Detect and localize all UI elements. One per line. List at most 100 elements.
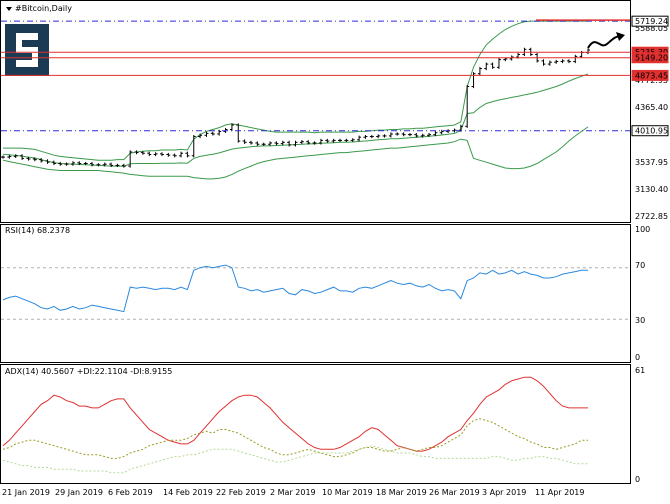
adx-tick: 0 [635,475,640,484]
price-bar [586,48,590,55]
price-bar [287,140,292,147]
price-bar [369,134,374,139]
price-bar [306,140,311,145]
price-bar [185,151,190,158]
price-bar [166,152,171,157]
time-label: 29 Jan 2019 [55,488,103,497]
price-level-tag [631,52,669,64]
time-label: 21 Jan 2019 [2,488,50,497]
price-tick: 4365.40 [635,103,668,112]
price-bar [102,162,107,167]
price-bar [90,161,95,167]
price-tick: 5588.05 [635,24,668,33]
price-bar [64,162,69,166]
time-axis[interactable]: 21 Jan 2019 29 Jan 2019 6 Feb 2019 14 Fe… [2,488,584,497]
price-bar [39,158,44,163]
time-label: 18 Mar 2019 [376,488,427,497]
price-bar [338,138,343,143]
price-bar [83,161,88,166]
price-bar [331,138,336,143]
rsi-plot [1,264,630,320]
price-level-tag [631,125,669,137]
time-label: 6 Feb 2019 [108,488,153,497]
price-bar [128,150,133,168]
chevron-down-icon[interactable] [6,7,12,11]
price-bar [179,151,184,158]
price-bar [376,134,381,139]
rsi-line [2,264,588,313]
adx-line [2,376,588,452]
adx-label: ADX(14) 40.5607 +DI:22.1104 -DI:8.9155 [5,367,172,376]
price-bar [255,141,260,146]
price-level-label: 4010.95 [635,127,668,136]
price-level-label: 5149.20 [635,54,668,63]
price-bar [153,152,158,157]
rsi-tick: 0 [635,353,640,362]
price-bar [344,138,349,143]
rsi-axis[interactable]: 100 70 30 0 [635,225,650,362]
adx-plot [2,376,588,474]
price-tick: 2722.85 [635,212,668,221]
price-bar [541,59,546,66]
price-bar [312,141,317,145]
price-bar [198,133,203,139]
price-tick: 3130.40 [635,185,668,194]
price-bar [471,72,476,89]
price-bar [554,59,559,64]
price-bar [382,134,387,138]
bollinger-middle [2,73,589,167]
price-bar [140,150,145,155]
bollinger-upper [3,20,588,161]
price-bar [77,161,82,166]
price-bar [490,62,495,69]
price-bar [325,138,330,143]
price-bar [407,133,412,137]
symbol-title[interactable]: #Bitcoin,Daily [6,4,72,13]
price-bar [217,129,222,136]
price-level-line: 5149.20 [1,52,669,64]
time-label: 14 Feb 2019 [163,488,213,497]
price-bar [204,131,209,137]
price-plot [1,20,590,180]
price-bar [159,152,164,157]
price-bar [414,133,419,138]
time-label: 10 Mar 2019 [322,488,373,497]
price-bar [350,138,355,143]
price-bar [274,141,279,146]
time-label: 26 Mar 2019 [429,488,480,497]
price-level-line: 4873.45 [1,69,669,81]
price-bar [191,134,196,158]
price-bar [115,163,120,168]
price-bar [293,140,298,147]
price-level-tag [631,69,669,81]
price-bar [134,150,139,155]
price-pane [0,0,631,223]
price-bar [484,62,489,71]
rsi-label: RSI(14) 68.2378 [5,226,70,235]
price-bar [1,155,5,159]
price-bar [268,141,273,146]
adx-axis[interactable]: 61 0 [635,366,645,484]
price-bar [242,139,247,144]
price-tick: 3537.95 [635,158,668,167]
price-bar [45,159,50,164]
price-bar [280,140,285,146]
price-bar [401,132,406,137]
price-bar [51,160,56,166]
plus-di-line [2,418,588,459]
price-bar [566,59,571,64]
price-bar [299,140,304,144]
forecast-arrow-icon [587,32,625,49]
price-bar [229,123,234,132]
time-label: 2 Mar 2019 [270,488,316,497]
price-bar [261,142,266,146]
minus-di-line [2,445,588,474]
price-bar [7,154,12,159]
rsi-tick: 70 [635,261,645,270]
level-lines[interactable]: 5719.24 5235.305149.20 4873.45 4010.95 [1,15,669,137]
bollinger-lower [2,126,589,180]
price-bar [147,151,152,157]
price-bar [58,161,63,166]
